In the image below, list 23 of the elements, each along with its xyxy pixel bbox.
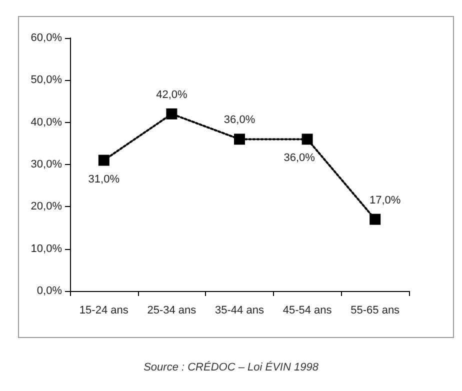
data-label: 42,0% xyxy=(156,88,188,101)
x-tick-label: 55-65 ans xyxy=(350,304,400,316)
source-note: Source : CRÉDOC – Loi ÉVIN 1998 xyxy=(144,360,320,374)
x-tick-label: 35-44 ans xyxy=(215,304,264,316)
point xyxy=(302,134,313,145)
data-label: 31,0% xyxy=(88,173,120,186)
data-label: 17,0% xyxy=(370,194,401,206)
point xyxy=(98,154,110,166)
y-tick-label: 20,0% xyxy=(30,200,62,213)
y-tick-label: 0,0% xyxy=(36,285,62,297)
y-tick-label: 30,0% xyxy=(30,158,62,170)
x-tick-label: 25-34 ans xyxy=(147,304,197,316)
y-tick-label: 50,0% xyxy=(30,74,62,86)
y-tick-label: 60,0% xyxy=(30,32,62,44)
x-tick-label: 45-54 ans xyxy=(282,304,332,316)
data-label: 36,0% xyxy=(224,114,256,126)
point xyxy=(166,108,178,120)
x-tick-label: 15-24 ans xyxy=(79,304,129,316)
y-tick-label: 40,0% xyxy=(30,116,62,128)
point xyxy=(234,134,245,145)
point xyxy=(370,214,381,225)
y-tick-label: 10,0% xyxy=(30,242,62,255)
data-label: 36,0% xyxy=(284,152,316,164)
